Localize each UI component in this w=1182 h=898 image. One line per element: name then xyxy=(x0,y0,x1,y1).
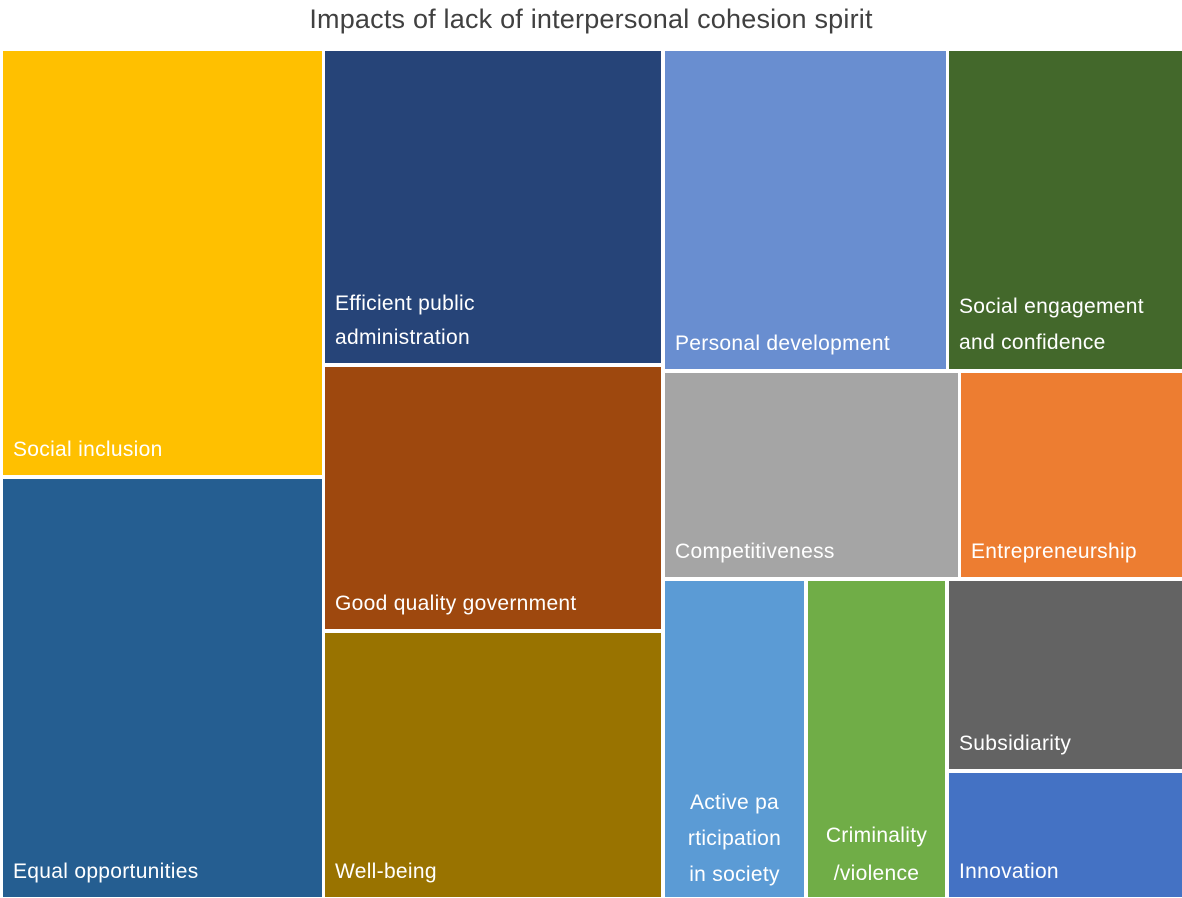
tile-personal-development: Personal development xyxy=(665,51,946,369)
tile-label: Subsidiarity xyxy=(959,732,1072,755)
tile-good-quality-government: Good quality government xyxy=(325,367,661,629)
tile-label: Well-being xyxy=(335,860,437,883)
tile-label: Equal opportunities xyxy=(13,860,199,883)
tile-label: Innovation xyxy=(959,860,1059,883)
tile-competitiveness: Competitiveness xyxy=(665,373,958,577)
tile-label: Social engagement and confidence xyxy=(959,295,1144,354)
tile-label: Good quality government xyxy=(335,592,577,615)
tile-label: Active participation in society xyxy=(687,791,782,886)
tile-criminality-violence: Criminality /violence xyxy=(808,581,945,897)
tile-innovation: Innovation xyxy=(949,773,1182,897)
tile-well-being: Well-being xyxy=(325,633,661,897)
chart-title: Impacts of lack of interpersonal cohesio… xyxy=(309,4,873,34)
tile-label: Personal development xyxy=(675,332,890,355)
tile-label: Criminality /violence xyxy=(825,824,928,885)
tile-label: Entrepreneurship xyxy=(971,540,1137,563)
tile-subsidiarity: Subsidiarity xyxy=(949,581,1182,769)
tile-entrepreneurship: Entrepreneurship xyxy=(961,373,1182,577)
tile-social-inclusion: Social inclusion xyxy=(3,51,322,475)
tile-efficient-public-administration: Efficient public administration xyxy=(325,51,661,363)
tile-equal-opportunities: Equal opportunities xyxy=(3,479,322,897)
tile-label: Competitiveness xyxy=(675,540,835,563)
tile-label: Social inclusion xyxy=(13,438,163,461)
tile-active-participation-in-society: Active participation in society xyxy=(665,581,804,897)
tile-label: Efficient public administration xyxy=(335,292,475,349)
tile-social-engagement-and-confidence: Social engagement and confidence xyxy=(949,51,1182,369)
